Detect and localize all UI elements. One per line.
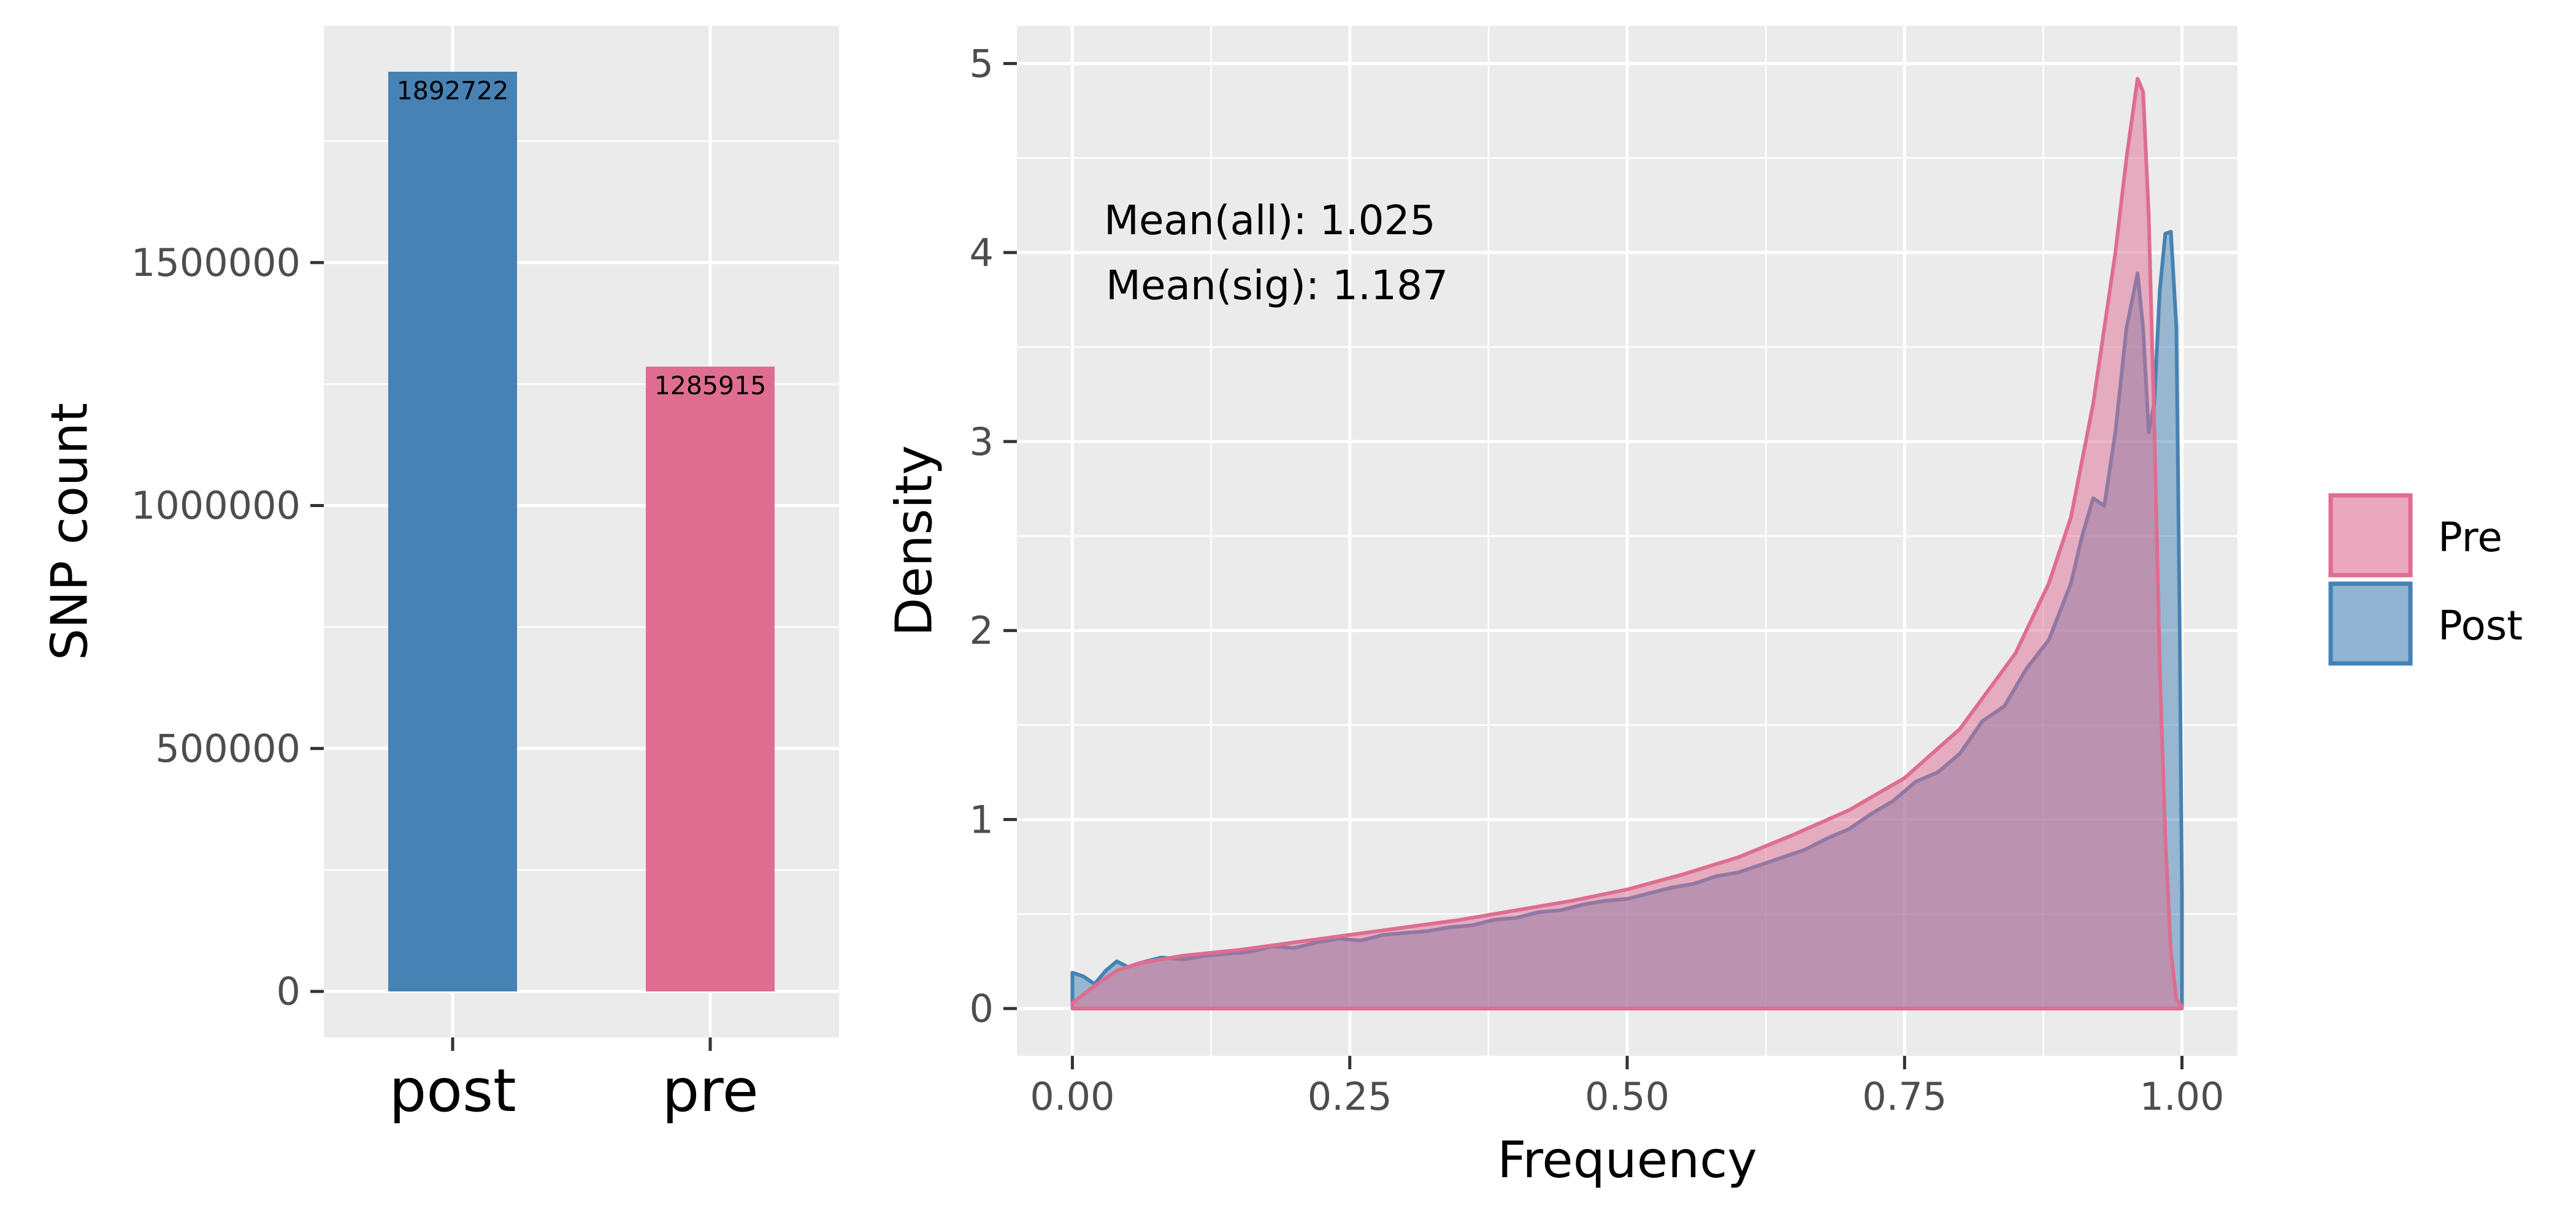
annotation-mean-all: Mean(all): 1.025 <box>1104 197 1436 244</box>
bar-data-label-pre: 1285915 <box>654 371 767 400</box>
density-y-axis-title: Density <box>886 445 944 636</box>
density-x-tick-label: 0.50 <box>1585 1074 1669 1119</box>
annotation-mean-sig: Mean(sig): 1.187 <box>1106 262 1448 309</box>
legend-swatch-pre <box>2328 493 2413 578</box>
bar-data-label-post: 1892722 <box>397 76 509 105</box>
density-y-tick-label: 5 <box>970 41 994 86</box>
bar-y-axis-title: SNP count <box>41 403 99 660</box>
bar-post <box>388 71 517 992</box>
density-y-tick-label: 3 <box>970 419 994 464</box>
legend-item-post: Post <box>2328 581 2523 666</box>
bar-y-tick-label: 0 <box>277 969 301 1014</box>
density-x-tick-label: 0.00 <box>1030 1074 1114 1119</box>
legend: Pre Post <box>2328 493 2523 666</box>
bar-y-tick-label: 1500000 <box>131 240 301 285</box>
density-y-tick-label: 4 <box>970 231 994 275</box>
density-y-tick-label: 1 <box>970 797 994 842</box>
bar-chart: 1892722 1285915 0 500000 1000000 1500000 post… <box>41 26 839 1125</box>
density-area-pre <box>1070 77 2184 1010</box>
density-y-tick-label: 0 <box>970 987 994 1031</box>
bar-axis-ticks: 0 500000 1000000 1500000 post pre <box>131 240 759 1125</box>
bar-x-tick-label-post: post <box>389 1056 516 1125</box>
density-x-tick-label: 1.00 <box>2140 1074 2225 1119</box>
legend-swatch-post <box>2328 581 2413 666</box>
bar-x-tick-label-pre: pre <box>662 1056 758 1125</box>
bar-y-tick-label: 1000000 <box>131 483 301 528</box>
bar-pre <box>646 366 775 991</box>
legend-item-pre: Pre <box>2328 493 2502 578</box>
bar-y-tick-label: 500000 <box>155 726 301 771</box>
legend-label-pre: Pre <box>2438 514 2502 561</box>
density-y-tick-label: 2 <box>970 608 994 653</box>
bar-bars: 1892722 1285915 <box>388 71 775 992</box>
density-areas <box>1070 77 2184 1010</box>
density-chart: 0.00 0.25 0.50 0.75 1.00 0 1 2 3 4 5 Mean(all): 1.… <box>886 26 2237 1189</box>
density-x-tick-label: 0.75 <box>1862 1074 1947 1119</box>
density-x-axis-title: Frequency <box>1497 1131 1757 1189</box>
legend-label-post: Post <box>2438 602 2523 649</box>
density-axis-ticks: 0.00 0.25 0.50 0.75 1.00 0 1 2 3 4 5 <box>970 41 2225 1119</box>
density-x-tick-label: 0.25 <box>1308 1074 1392 1119</box>
